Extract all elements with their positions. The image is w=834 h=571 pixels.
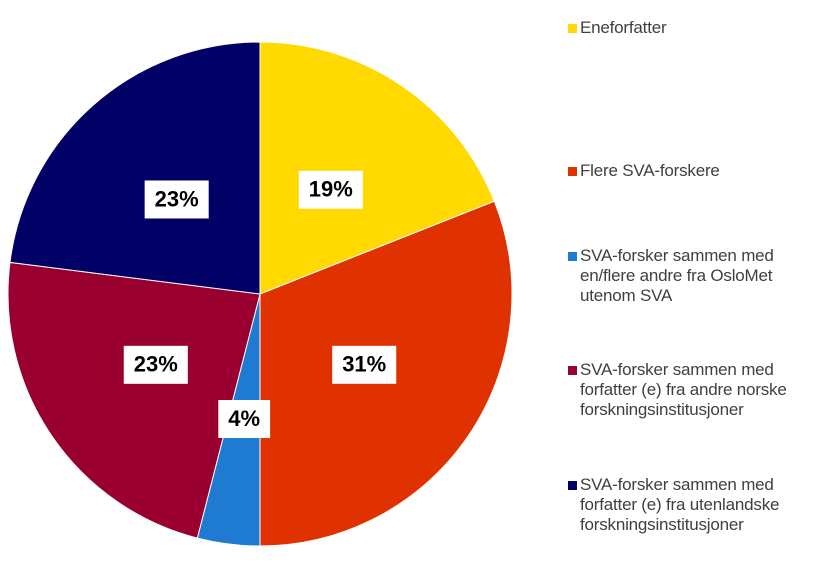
- data-label: 23%: [123, 345, 188, 384]
- pie-slice: [259, 41, 495, 295]
- legend-item: Eneforfatter: [566, 18, 828, 38]
- data-label: 23%: [144, 180, 209, 219]
- pie-slice: [7, 261, 261, 539]
- legend-swatch: [568, 24, 577, 33]
- data-label-text: 31%: [342, 352, 386, 377]
- data-label-box: [123, 345, 188, 384]
- pie-slice: [9, 41, 261, 295]
- data-label-text: 4%: [228, 406, 260, 431]
- legend-item: SVA-forsker sammen med forfatter (e) fra…: [566, 360, 828, 420]
- legend-item: Flere SVA-forskere: [566, 161, 828, 181]
- data-label: 19%: [298, 170, 363, 209]
- data-label: 4%: [218, 400, 271, 439]
- data-label-text: 23%: [155, 186, 199, 211]
- legend-label: SVA-forsker sammen med en/flere andre fr…: [580, 246, 774, 305]
- data-label-box: [332, 345, 397, 384]
- data-label-box: [298, 170, 363, 209]
- data-label-text: 19%: [309, 177, 353, 202]
- legend-item: SVA-forsker sammen med forfatter (e) fra…: [566, 475, 828, 535]
- legend-swatch: [568, 167, 577, 176]
- legend-swatch: [568, 481, 577, 490]
- legend-swatch: [568, 366, 577, 375]
- data-label-box: [218, 400, 271, 439]
- legend-label: Flere SVA-forskere: [580, 161, 720, 180]
- legend-label: SVA-forsker sammen med forfatter (e) fra…: [580, 360, 787, 419]
- data-label-text: 23%: [134, 352, 178, 377]
- data-label: 31%: [332, 345, 397, 384]
- legend-swatch: [568, 252, 577, 261]
- legend-label: Eneforfatter: [580, 18, 667, 37]
- legend-item: SVA-forsker sammen med en/flere andre fr…: [566, 246, 828, 306]
- data-label-box: [144, 180, 209, 219]
- legend-label: SVA-forsker sammen med forfatter (e) fra…: [580, 475, 780, 534]
